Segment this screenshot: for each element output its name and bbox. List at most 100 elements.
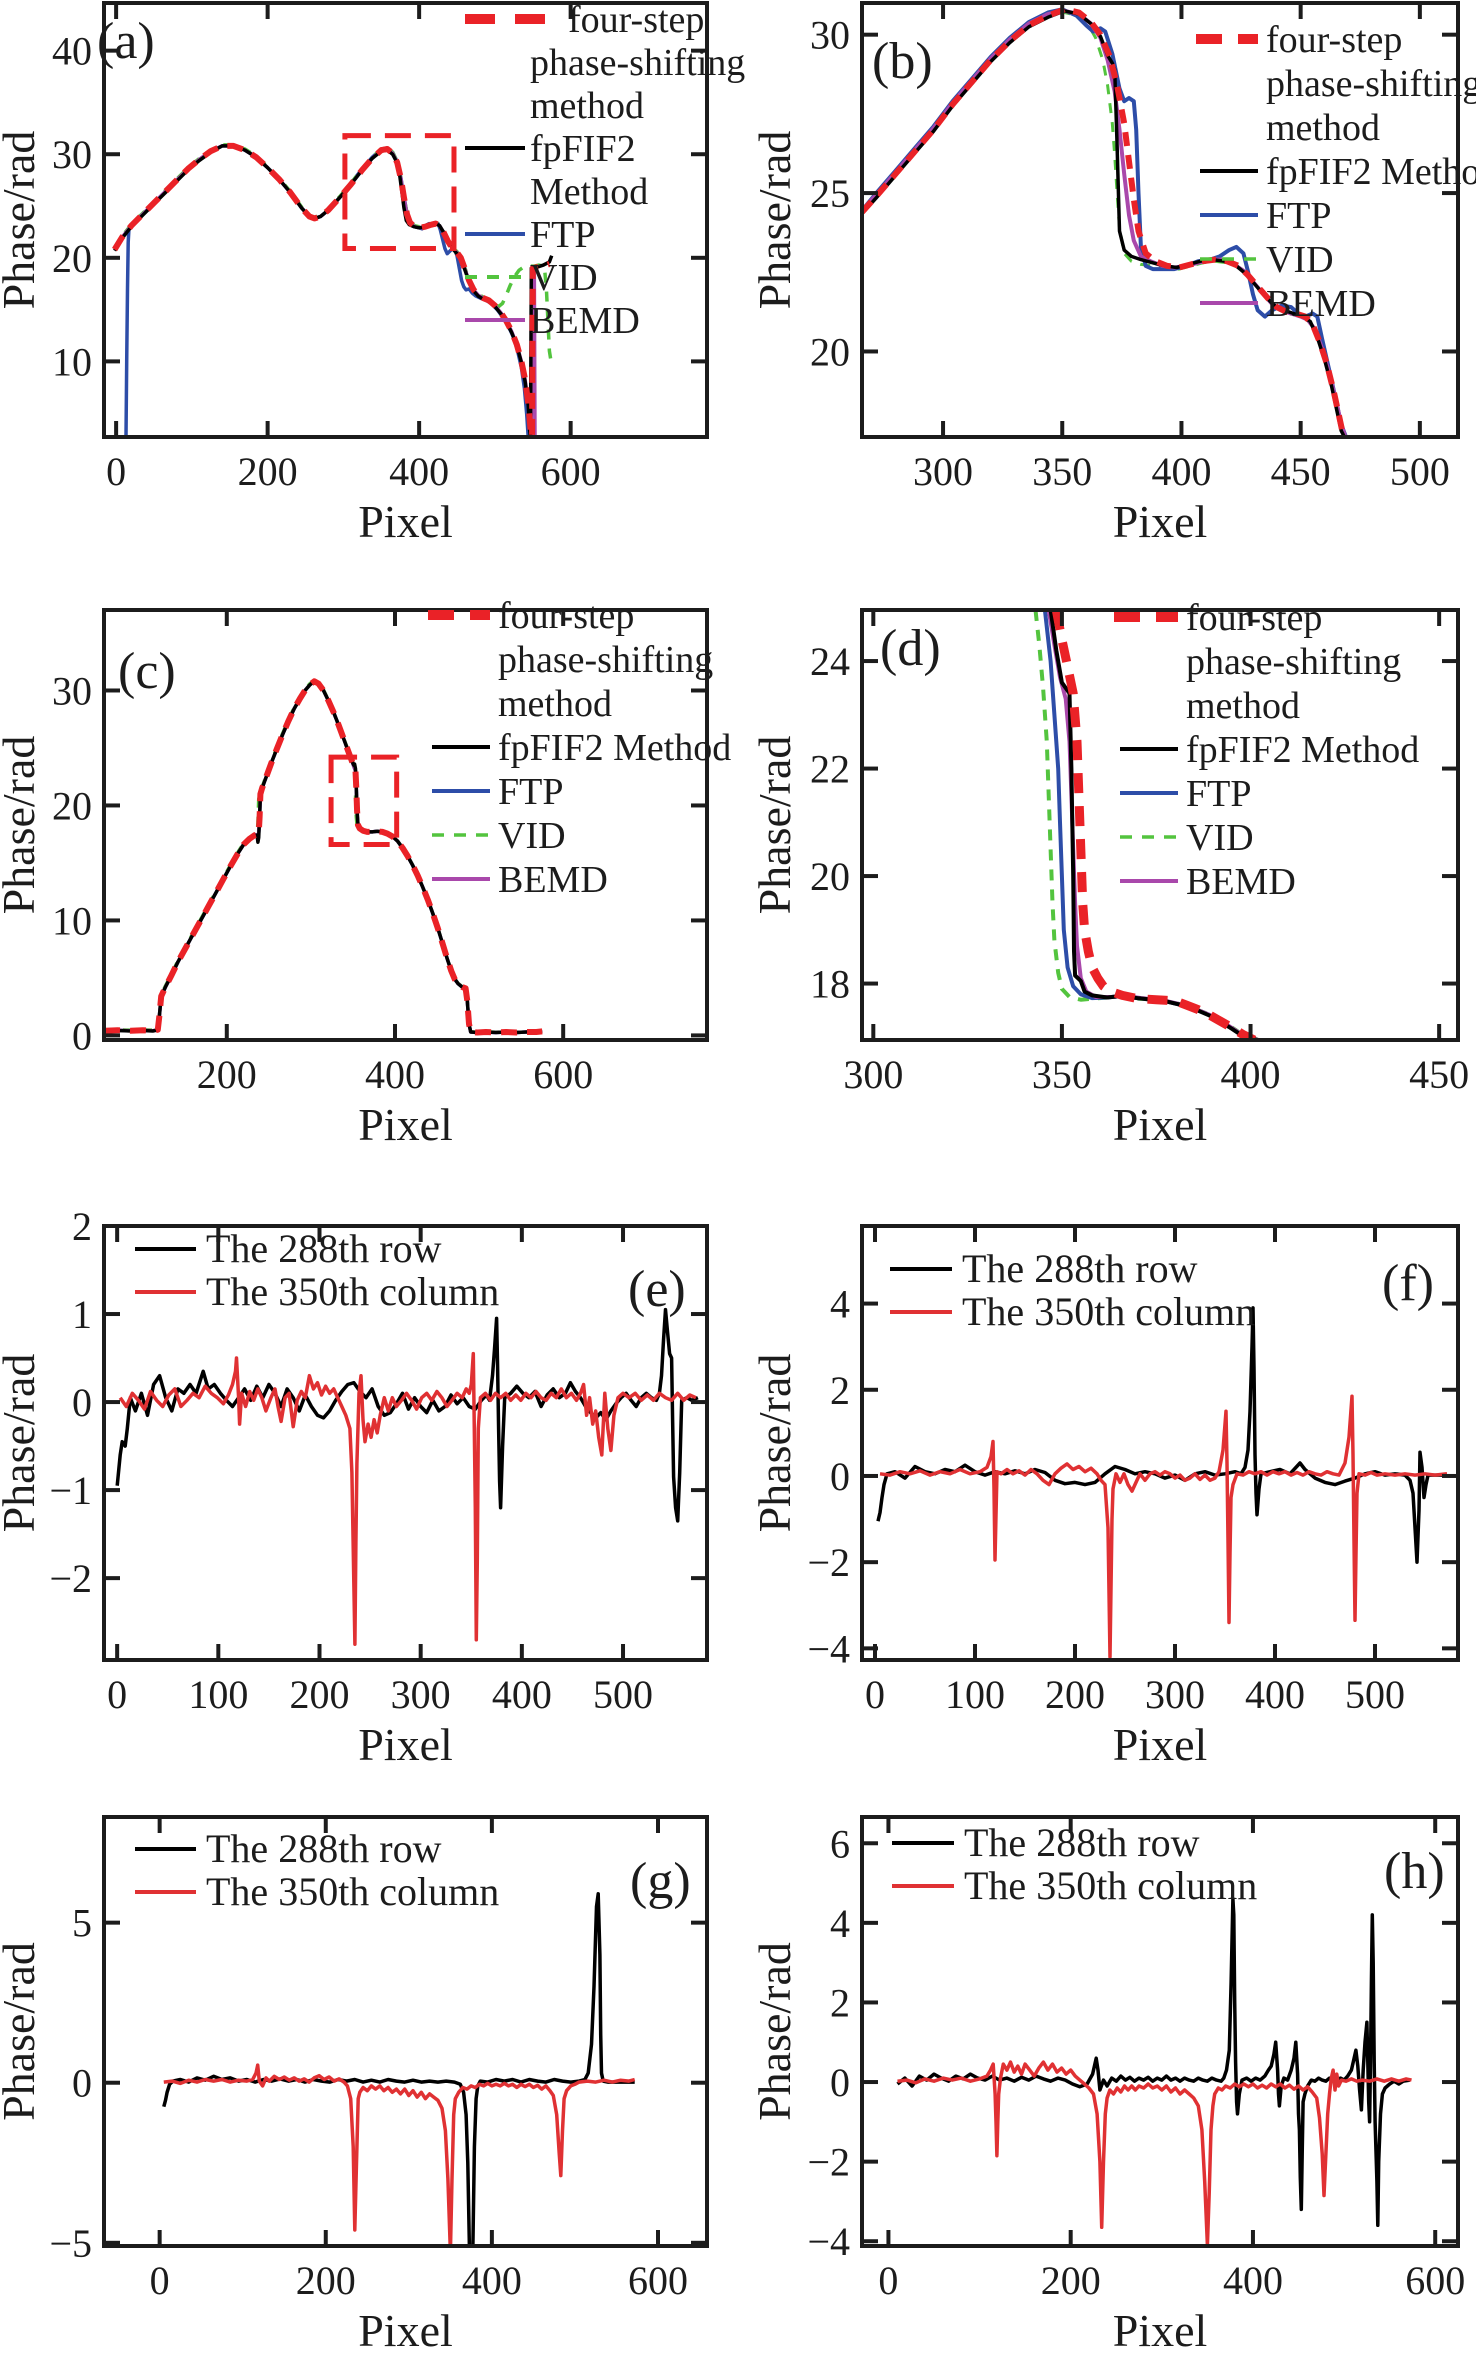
panel-a-legend: four-stepphase-shiftingmethodfpFIF2Metho… — [465, 0, 745, 342]
y-tick-label: 0 — [72, 1013, 92, 1058]
x-tick-label: 350 — [1032, 449, 1092, 494]
panel-e-letter: (e) — [628, 1261, 686, 1318]
legend-label: four-step — [568, 0, 704, 41]
series-e-row288 — [115, 1307, 699, 1523]
series-g-col350 — [163, 2063, 636, 2245]
legend-label: method — [1266, 107, 1380, 149]
legend-label: The 288th row — [964, 1820, 1200, 1865]
legend-label: method — [530, 85, 644, 127]
panel-d-axes-box — [860, 608, 1460, 1042]
x-tick-label: 350 — [1032, 1052, 1092, 1097]
y-axis-label: Phase/rad — [0, 1942, 44, 2121]
panel-c: 200 400 600 0 10 20 30 Pixel Phase/rad (c) four-st… — [0, 595, 731, 1150]
x-tick-label: 500 — [1390, 449, 1450, 494]
legend-label: FTP — [1266, 195, 1331, 237]
y-tick-label: 0 — [830, 2060, 850, 2105]
legend-label: The 350th column — [964, 1863, 1257, 1908]
y-tick-label: 4 — [830, 1901, 850, 1946]
x-tick-label: 300 — [843, 1052, 903, 1097]
panel-d-series — [1033, 611, 1259, 1039]
panel-c-axes-box — [102, 608, 709, 1042]
x-tick-label: 200 — [238, 449, 298, 494]
y-tick-label: −4 — [807, 1626, 850, 1671]
y-tick-label: 10 — [52, 898, 92, 943]
x-tick-label: 400 — [492, 1672, 552, 1717]
panel-h-axes-box — [860, 1815, 1460, 2248]
x-axis-label: Pixel — [358, 2305, 453, 2356]
y-tick-label: 24 — [810, 639, 850, 684]
panel-e: 0 100 200 300 400 500 −2 −1 0 1 2 Pixel Phase/rad (e)… — [0, 1204, 709, 1770]
legend-label: VID — [498, 815, 566, 857]
x-tick-label: 400 — [389, 449, 449, 494]
legend-label: fpFIF2 Method — [1266, 151, 1476, 193]
legend-label: FTP — [1186, 773, 1251, 815]
y-axis-label: Phase/rad — [749, 131, 800, 310]
x-axis-label: Pixel — [1113, 2305, 1208, 2356]
series-h-row288 — [896, 1897, 1410, 2228]
x-tick-label: 300 — [913, 449, 973, 494]
legend-label: Method — [530, 171, 648, 213]
y-tick-label: −1 — [49, 1468, 92, 1513]
y-tick-label: 2 — [72, 1204, 92, 1249]
x-tick-label: 0 — [865, 1672, 885, 1717]
legend-label: four-step — [498, 595, 634, 637]
panel-a: 0 200 400 600 10 20 30 40 Pixel Phase/rad (a) four-… — [0, 0, 745, 547]
legend-label: BEMD — [1266, 283, 1376, 325]
x-axis-label: Pixel — [358, 496, 453, 547]
x-tick-label: 100 — [188, 1672, 248, 1717]
x-tick-label: 200 — [296, 2258, 356, 2303]
x-tick-label: 200 — [290, 1672, 350, 1717]
y-tick-label: −4 — [807, 2219, 850, 2264]
legend-label: VID — [530, 257, 598, 299]
panel-d-letter: (d) — [880, 620, 941, 677]
y-tick-label: 30 — [810, 13, 850, 58]
legend-label: method — [1186, 685, 1300, 727]
y-axis-label: Phase/rad — [749, 1354, 800, 1533]
legend-label: phase-shifting — [530, 42, 745, 84]
legend-label: The 350th column — [206, 1869, 499, 1914]
panel-h-letter: (h) — [1384, 1843, 1445, 1900]
x-axis-label: Pixel — [358, 1719, 453, 1770]
legend-label: The 288th row — [962, 1246, 1198, 1291]
panel-c-zoom-annotation-rect — [328, 754, 400, 848]
x-tick-label: 100 — [945, 1672, 1005, 1717]
legend-label: four-step — [1266, 19, 1402, 61]
y-tick-label: 20 — [810, 854, 850, 899]
x-axis-label: Pixel — [1113, 1719, 1208, 1770]
x-tick-label: 300 — [1145, 1672, 1205, 1717]
panel-g-series — [162, 1892, 636, 2245]
panel-b-letter: (b) — [872, 33, 933, 90]
y-tick-label: 20 — [810, 329, 850, 374]
x-tick-label: 600 — [533, 1052, 593, 1097]
series-c-four_step — [105, 678, 543, 1036]
series-b-four_step — [863, 6, 1347, 436]
y-axis-label: Phase/rad — [0, 1354, 44, 1533]
panel-a-zoom-annotation-rect — [342, 133, 457, 251]
y-tick-label: 0 — [830, 1454, 850, 1499]
legend-label: four-step — [1186, 597, 1322, 639]
x-tick-label: 500 — [1345, 1672, 1405, 1717]
series-h-col350 — [897, 2060, 1412, 2245]
y-tick-label: 5 — [72, 1901, 92, 1946]
x-axis-label: Pixel — [1113, 1099, 1208, 1150]
series-d-four_step — [1051, 611, 1257, 1039]
panel-h-series — [896, 1897, 1412, 2245]
y-tick-label: 30 — [52, 668, 92, 713]
y-axis-label: Phase/rad — [0, 131, 44, 310]
y-tick-label: 18 — [810, 962, 850, 1007]
panel-h: 0 200 400 600 −4 −2 0 2 4 6 Pixel Phase/rad (h) The 2… — [749, 1815, 1465, 2356]
y-tick-label: 1 — [72, 1292, 92, 1337]
series-e-col350 — [118, 1351, 697, 1646]
x-tick-label: 300 — [391, 1672, 451, 1717]
panel-f: 0 100 200 300 400 500 −4 −2 0 2 4 Pixel Phase/rad (f)… — [749, 1224, 1460, 1770]
x-axis-label: Pixel — [1113, 496, 1208, 547]
legend-label: BEMD — [530, 300, 640, 342]
x-tick-label: 200 — [1045, 1672, 1105, 1717]
x-axis-label: Pixel — [358, 1099, 453, 1150]
x-tick-label: 400 — [462, 2258, 522, 2303]
y-tick-label: −2 — [807, 2140, 850, 2185]
